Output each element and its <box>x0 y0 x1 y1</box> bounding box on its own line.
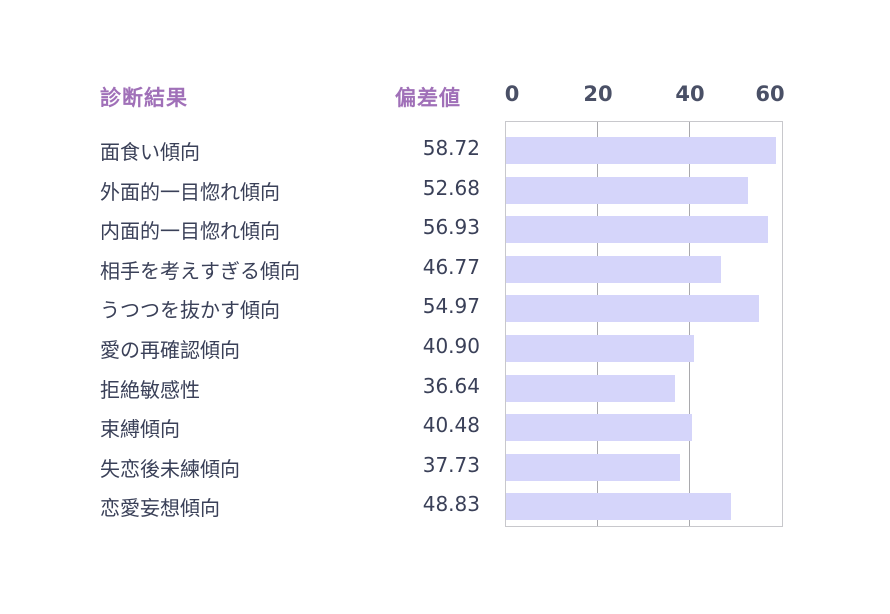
axis-tick-label: 20 <box>583 82 613 106</box>
header-label-column: 診断結果 <box>100 86 188 110</box>
row-value: 54.97 <box>422 294 480 319</box>
gridline <box>597 122 598 526</box>
row-value: 48.83 <box>422 492 480 517</box>
axis-tick-label: 40 <box>675 82 705 106</box>
row-value: 52.68 <box>422 175 480 200</box>
row-label: 束縛傾向 <box>100 417 180 442</box>
row-value: 40.90 <box>422 334 480 358</box>
row-value: 37.73 <box>422 452 480 477</box>
bar <box>506 335 695 362</box>
row-value: 58.72 <box>422 136 480 160</box>
bar <box>506 493 731 521</box>
bar <box>506 295 759 323</box>
row-label: 拒絶敏感性 <box>100 377 200 402</box>
axis-tick-label: 0 <box>504 82 520 106</box>
row-value: 36.64 <box>422 373 480 398</box>
row-label: 失恋後未練傾向 <box>100 456 240 481</box>
row-value: 56.93 <box>422 215 480 240</box>
header-score-column: 偏差値 <box>395 86 461 110</box>
bar <box>506 216 768 244</box>
row-label: うつつを抜かす傾向 <box>100 298 280 323</box>
bar-chart-plot <box>505 121 783 527</box>
row-label: 外面的一目惚れ傾向 <box>100 179 280 204</box>
row-label: 面食い傾向 <box>100 140 200 164</box>
bar <box>506 414 693 442</box>
row-label: 愛の再確認傾向 <box>100 338 240 362</box>
bar <box>506 137 777 164</box>
axis-tick-label: 60 <box>755 82 785 106</box>
bar <box>506 255 722 283</box>
row-value: 46.77 <box>422 254 480 279</box>
row-value: 40.48 <box>422 413 480 438</box>
gridline <box>689 122 690 526</box>
bar <box>506 374 675 402</box>
row-label: 内面的一目惚れ傾向 <box>100 219 280 244</box>
bar <box>506 176 749 204</box>
bar <box>506 453 680 481</box>
row-label: 恋愛妄想傾向 <box>100 496 220 521</box>
row-label: 相手を考えすぎる傾向 <box>100 258 300 283</box>
